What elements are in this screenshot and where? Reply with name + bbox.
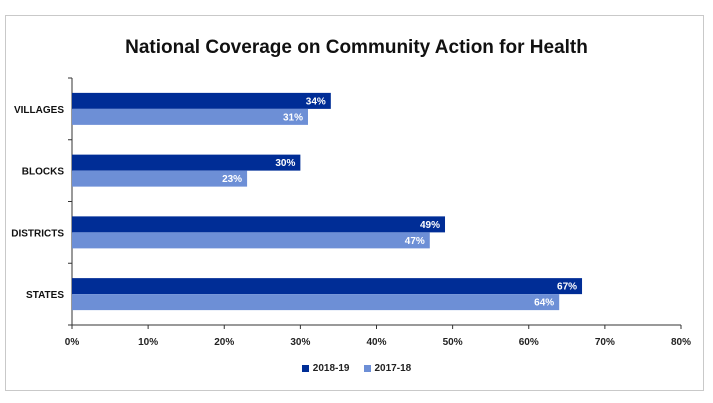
x-tick-label: 30%	[290, 337, 310, 348]
x-tick-label: 60%	[519, 337, 539, 348]
x-tick-label: 50%	[443, 337, 463, 348]
x-tick-label: 20%	[214, 337, 234, 348]
bar-2017-18	[72, 232, 430, 249]
data-label: 49%	[420, 220, 440, 231]
chart-frame	[5, 15, 704, 391]
bar-2018-19	[72, 92, 331, 109]
category-label: VILLAGES	[14, 105, 64, 116]
category-label: STATES	[26, 290, 64, 301]
x-tick-label: 10%	[138, 337, 158, 348]
bar-2017-18	[72, 108, 308, 125]
legend-swatch-2017-18	[363, 365, 371, 372]
data-label: 31%	[283, 112, 303, 123]
bar-2017-18	[72, 294, 560, 311]
category-label: BLOCKS	[22, 167, 65, 178]
bar-2018-19	[72, 154, 301, 171]
legend-item-2018-19: 2018-19	[301, 363, 350, 374]
data-label: 67%	[557, 282, 577, 293]
data-label: 47%	[405, 236, 425, 247]
legend-item-2017-18: 2017-18	[363, 363, 412, 374]
chart-legend: 2018-19 2017-18	[0, 363, 713, 374]
data-label: 34%	[306, 96, 326, 107]
legend-label-2017-18: 2017-18	[374, 363, 412, 374]
legend-label-2018-19: 2018-19	[312, 363, 350, 374]
bar-2018-19	[72, 216, 446, 233]
legend-swatch-2018-19	[301, 365, 309, 372]
bar-2018-19	[72, 278, 583, 295]
bar-2017-18	[72, 170, 248, 187]
x-tick-label: 70%	[595, 337, 615, 348]
x-tick-label: 40%	[366, 337, 386, 348]
category-label: DISTRICTS	[11, 228, 64, 239]
chart-title: National Coverage on Community Action fo…	[125, 37, 588, 58]
data-label: 23%	[222, 174, 242, 185]
x-tick-label: 0%	[65, 337, 80, 348]
data-label: 30%	[275, 158, 295, 169]
data-label: 64%	[534, 298, 554, 309]
x-tick-label: 80%	[671, 337, 691, 348]
